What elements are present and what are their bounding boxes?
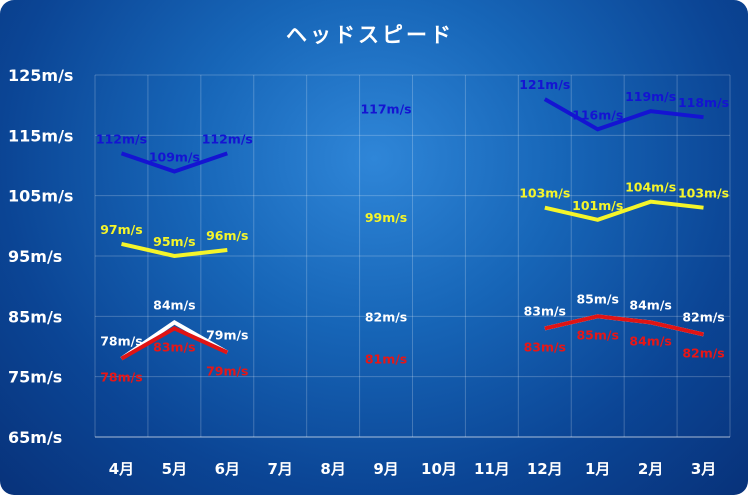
data-label: 96m/s [206, 228, 248, 243]
x-tick-label: 4月 [109, 460, 134, 478]
series-line-4 [120, 326, 229, 361]
grid-layer [94, 74, 731, 438]
chart-title: ヘッドスピード [286, 23, 454, 47]
data-label: 82m/s [365, 309, 407, 324]
data-label: 78m/s [100, 370, 142, 385]
data-label: 78m/s [100, 334, 142, 349]
x-tick-label: 3月 [691, 460, 716, 478]
data-label: 83m/s [524, 339, 566, 354]
y-tick-label: 125m/s [8, 66, 73, 85]
data-label: 82m/s [682, 345, 724, 360]
y-tick-label: 65m/s [8, 428, 62, 447]
x-tick-label: 2月 [638, 460, 663, 478]
series-line-4 [544, 314, 704, 337]
series-line-1 [120, 151, 228, 174]
data-label: 79m/s [206, 364, 248, 379]
data-label: 79m/s [206, 328, 248, 343]
x-tick-label: 11月 [474, 460, 510, 478]
data-label: 85m/s [576, 291, 618, 306]
data-label: 117m/s [360, 101, 411, 116]
data-label: 119m/s [625, 89, 676, 104]
x-tick-label: 10月 [421, 460, 457, 478]
data-label: 109m/s [149, 150, 200, 165]
series-line-2 [121, 241, 228, 259]
data-label: 83m/s [524, 303, 566, 318]
data-label: 97m/s [100, 222, 142, 237]
y-tick-label: 75m/s [8, 368, 62, 387]
data-label: 101m/s [572, 198, 623, 213]
axis-layer: 65m/s 75m/s 85m/s 95m/s 105m/s 115m/s 125m/s 4月… [8, 66, 730, 478]
x-tick-label: 7月 [267, 460, 292, 478]
data-label: 82m/s [682, 309, 724, 324]
y-tick-label: 105m/s [8, 187, 73, 206]
series-line-1 [543, 97, 704, 132]
data-label: 99m/s [365, 210, 407, 225]
data-label: 121m/s [519, 77, 570, 92]
data-label: 112m/s [202, 131, 253, 146]
data-label: 104m/s [625, 180, 676, 195]
data-label: 95m/s [153, 234, 195, 249]
x-tick-label: 1月 [585, 460, 610, 478]
x-tick-label: 5月 [162, 460, 187, 478]
data-label: 81m/s [365, 351, 407, 366]
x-tick-label: 8月 [320, 460, 345, 478]
data-label: 84m/s [153, 297, 195, 312]
data-label: 84m/s [629, 333, 671, 348]
data-label: 103m/s [678, 186, 729, 201]
series-line-2 [544, 199, 704, 222]
data-label: 116m/s [572, 107, 623, 122]
data-label: 112m/s [96, 131, 147, 146]
x-tick-label: 6月 [215, 460, 240, 478]
series-layer [120, 97, 704, 361]
x-tick-label: 12月 [527, 460, 563, 478]
data-label-layer: 112m/s 97m/s 78m/s 78m/s 109m/s 95m/s 84m/s 83m… [96, 77, 729, 384]
y-tick-label: 115m/s [8, 126, 73, 145]
data-label: 84m/s [629, 297, 671, 312]
data-label: 103m/s [519, 186, 570, 201]
data-label: 85m/s [576, 327, 618, 342]
data-label: 118m/s [678, 95, 729, 110]
y-tick-label: 85m/s [8, 307, 62, 326]
x-tick-label: 9月 [373, 460, 398, 478]
data-label: 83m/s [153, 339, 195, 354]
y-tick-label: 95m/s [8, 247, 62, 266]
